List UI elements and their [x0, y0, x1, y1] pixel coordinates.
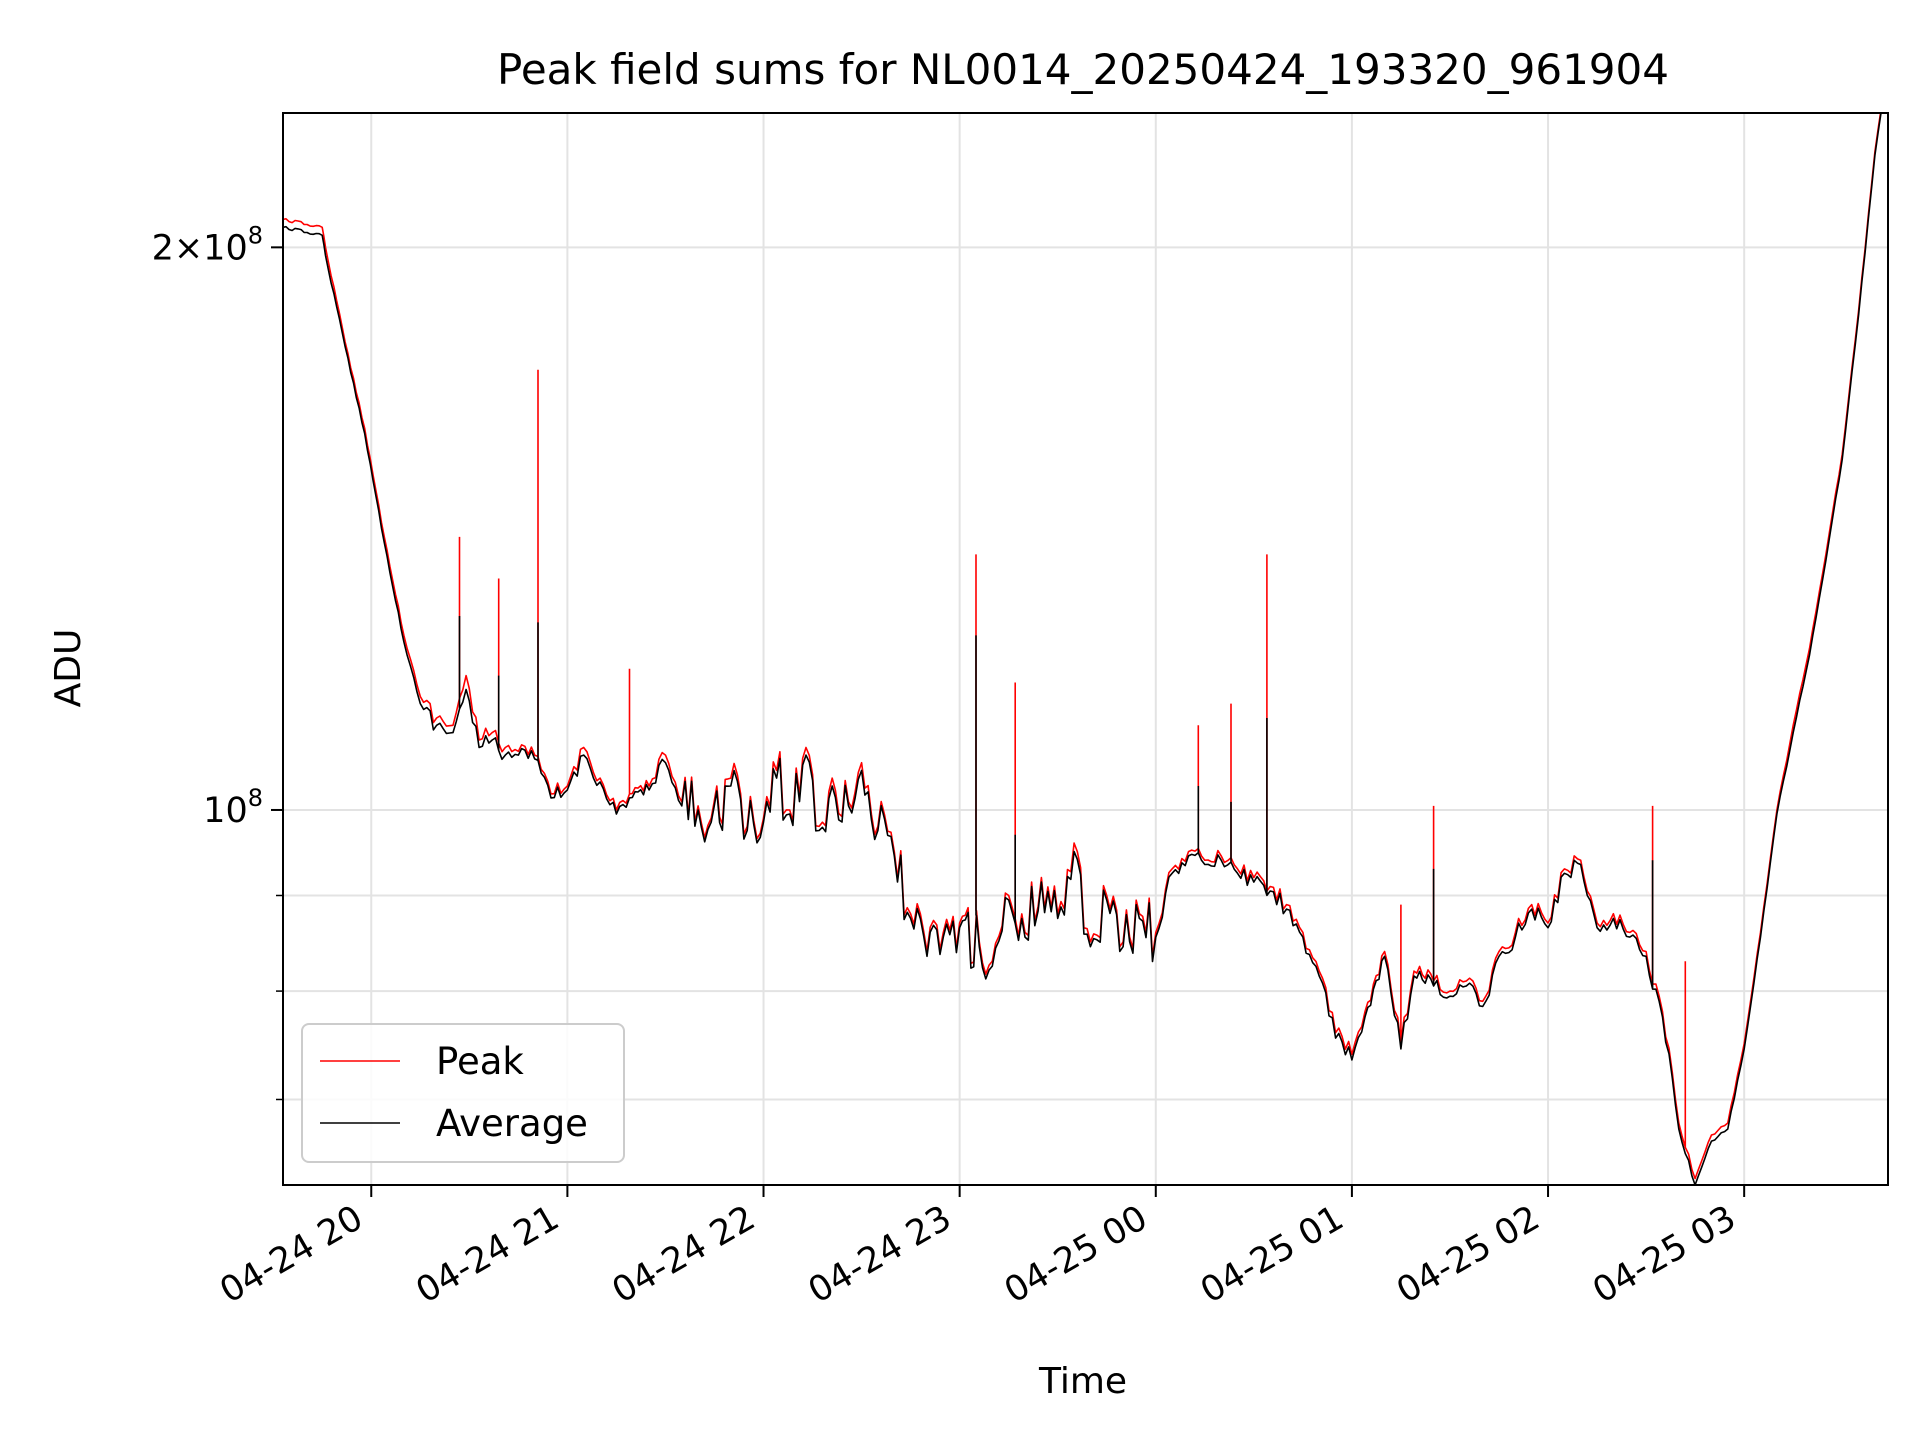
- y-tick-exponent: 8: [248, 784, 263, 812]
- legend-box: [301, 1023, 625, 1163]
- series-line-peak: [283, 113, 1882, 1180]
- y-tick-base: 10: [203, 791, 248, 831]
- x-tick-label: 04-25 00: [998, 1198, 1154, 1311]
- x-tick-label: 04-24 22: [606, 1198, 762, 1311]
- x-tick-label: 04-24 23: [802, 1198, 958, 1311]
- y-axis-label: ADU: [48, 629, 89, 708]
- y-tick-label: 108: [203, 784, 263, 831]
- x-tick-label: 04-25 03: [1586, 1198, 1742, 1311]
- x-tick-label: 04-25 01: [1194, 1198, 1350, 1311]
- legend: Peak Average: [301, 1023, 625, 1163]
- x-tick-label: 04-24 21: [410, 1198, 566, 1311]
- y-tick-label: 2×108: [152, 221, 263, 268]
- y-tick-times: ×: [174, 228, 203, 268]
- series-layer: [283, 113, 1882, 1185]
- legend-label-peak: Peak: [436, 1040, 524, 1083]
- series-line-average: [283, 113, 1882, 1185]
- x-tick-label: 04-24 20: [213, 1198, 369, 1311]
- legend-label-average: Average: [436, 1102, 588, 1145]
- y-tick-exponent: 8: [248, 221, 263, 249]
- x-axis: 04-24 20 04-24 21 04-24 22 04-24 23 04-25 00…: [213, 1185, 1746, 1311]
- chart-title: Peak field sums for NL0014_20250424_1933…: [497, 45, 1669, 94]
- y-tick-mantissa: 2: [152, 228, 174, 268]
- y-tick-base: 10: [203, 228, 248, 268]
- x-axis-label: Time: [1038, 1361, 1127, 1402]
- plot-frame: [282, 112, 1889, 1186]
- x-tick-label: 04-25 02: [1390, 1198, 1546, 1311]
